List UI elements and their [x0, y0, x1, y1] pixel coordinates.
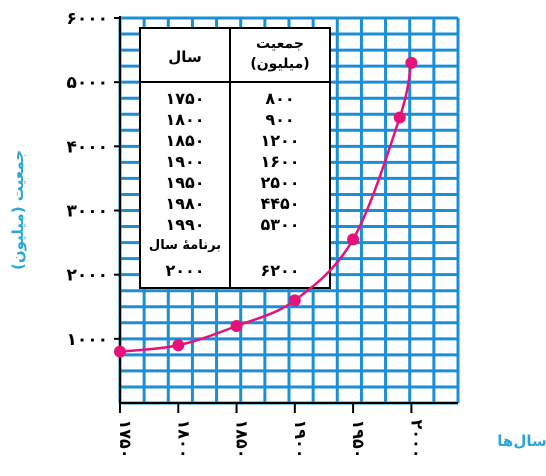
table-cell-population: ۱۶۰۰ [260, 152, 299, 171]
table-header-year: سال [168, 48, 201, 66]
table-cell-year: ۱۹۹۰ [165, 215, 204, 234]
data-point [393, 111, 406, 124]
x-tick-label: ۱۹۰۰ [291, 419, 310, 458]
x-tick-label: ۱۷۵۰ [116, 419, 135, 458]
data-point [288, 294, 301, 307]
data-point [405, 56, 418, 69]
table-cell-year: ۱۹۸۰ [165, 194, 204, 213]
x-axis-label: سال‌ها [497, 432, 546, 450]
x-tick-label: ۲۰۰۰ [407, 419, 426, 458]
table-projection-population: ۶۲۰۰ [260, 261, 299, 280]
table-cell-year: ۱۸۵۰ [165, 131, 204, 150]
table-header-population: جمعیت [256, 36, 304, 52]
table-cell-year: ۱۹۵۰ [165, 173, 204, 192]
y-tick-label: ۶۰۰۰ [66, 9, 108, 29]
y-tick-label: ۳۰۰۰ [66, 202, 108, 222]
table-projection-label: برنامهٔ سال [149, 238, 221, 253]
y-tick-label: ۱۰۰۰ [66, 330, 108, 350]
data-table-frame [139, 27, 331, 289]
data-point [172, 339, 185, 352]
data-point [114, 345, 126, 358]
table-cell-year: ۱۷۵۰ [165, 89, 204, 108]
table-cell-population: ۲۵۰۰ [260, 173, 299, 192]
x-tick-label: ۱۸۵۰ [233, 419, 252, 458]
x-tick-label: ۱۹۵۰ [349, 419, 368, 458]
data-point [230, 320, 243, 332]
table-cell-population: ۴۴۵۰ [260, 194, 299, 213]
table-cell-population: ۹۰۰ [265, 110, 294, 129]
table-header-population-unit: (میلیون) [250, 56, 309, 72]
y-tick-label: ۲۰۰۰ [66, 266, 108, 286]
table-cell-year: ۱۹۰۰ [165, 152, 204, 171]
table-cell-year: ۱۸۰۰ [165, 110, 204, 129]
x-tick-label: ۱۸۰۰ [174, 419, 193, 458]
y-tick-label: ۵۰۰۰ [66, 73, 108, 93]
table-projection-year: ۲۰۰۰ [165, 261, 204, 280]
table-cell-population: ۸۰۰ [265, 89, 294, 108]
table-cell-population: ۵۳۰۰ [260, 215, 299, 234]
data-point [347, 233, 360, 246]
table-cell-population: ۱۲۰۰ [260, 131, 299, 150]
y-tick-label: ۴۰۰۰ [66, 137, 108, 157]
